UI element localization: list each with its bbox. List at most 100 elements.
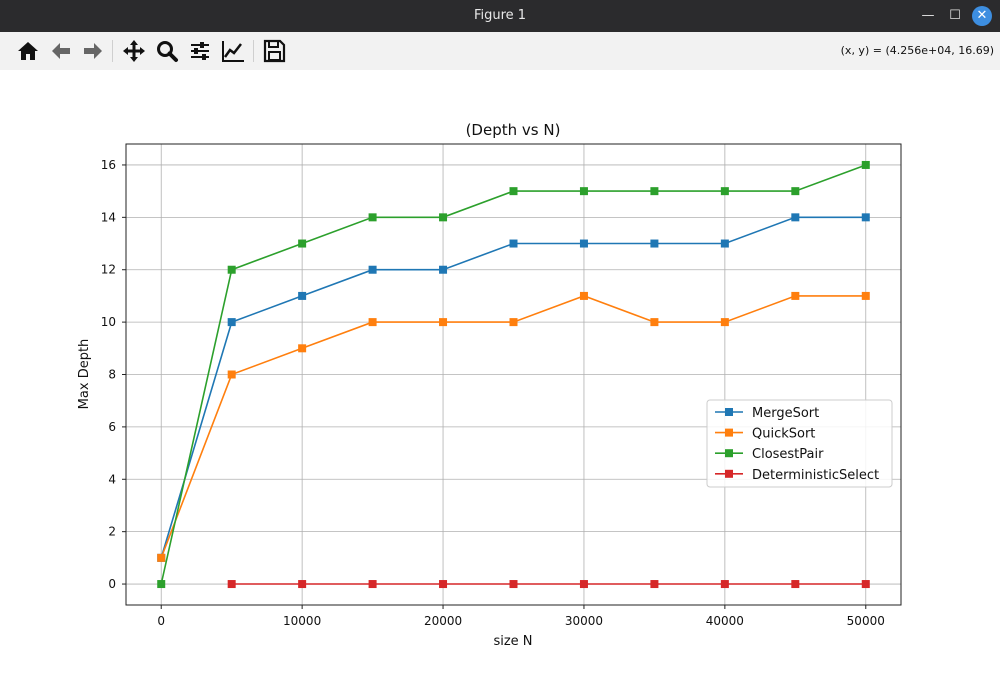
- edit-axes-icon: [222, 41, 244, 62]
- save-button[interactable]: [260, 37, 288, 65]
- data-point-deterministic-select: [509, 580, 518, 589]
- x-tick-label: 10000: [283, 614, 321, 628]
- x-tick-label: 30000: [565, 614, 603, 628]
- y-tick-label: 4: [108, 472, 116, 486]
- y-tick-label: 16: [101, 158, 116, 172]
- legend-label-quick-sort: QuickSort: [752, 427, 815, 442]
- data-point-closest-pair: [439, 213, 448, 222]
- line-chart: 0 10000 20000 30000 40000 50000 0 2 4 6 8 10 12 14 16…: [77, 121, 902, 649]
- data-point-quick-sort: [227, 370, 236, 379]
- legend-label-closest-pair: ClosestPair: [752, 447, 824, 462]
- back-button[interactable]: [47, 37, 75, 65]
- data-point-merge-sort: [650, 239, 659, 248]
- forward-button[interactable]: [79, 37, 107, 65]
- data-point-quick-sort: [298, 344, 307, 353]
- configure-subplots-icon: [191, 42, 209, 60]
- data-point-merge-sort: [861, 213, 870, 222]
- data-point-quick-sort: [439, 318, 448, 327]
- configure-subplots-button[interactable]: [186, 37, 214, 65]
- x-tick-label: 0: [157, 614, 165, 628]
- data-point-deterministic-select: [579, 580, 588, 589]
- close-button[interactable]: ✕: [972, 6, 992, 26]
- y-tick-label: 2: [108, 525, 116, 539]
- x-tick-label: 20000: [424, 614, 462, 628]
- x-axis-label: size N: [493, 634, 532, 649]
- data-point-deterministic-select: [791, 580, 800, 589]
- data-point-merge-sort: [439, 265, 448, 274]
- data-point-deterministic-select: [720, 580, 729, 589]
- minimize-button[interactable]: —: [921, 8, 935, 23]
- navigation-toolbar: (x, y) = (4.256e+04, 16.69): [0, 32, 1000, 71]
- y-tick-label: 0: [108, 577, 116, 591]
- y-tick-label: 6: [108, 420, 116, 434]
- legend-label-merge-sort: MergeSort: [752, 406, 819, 421]
- pan-icon: [123, 40, 145, 62]
- legend-box: [706, 399, 893, 488]
- back-arrow-icon: [52, 43, 70, 59]
- data-point-closest-pair: [861, 160, 870, 169]
- data-point-deterministic-select: [298, 580, 307, 589]
- save-icon: [263, 39, 286, 63]
- data-point-merge-sort: [791, 213, 800, 222]
- series-markers: [157, 160, 870, 589]
- data-point-merge-sort: [368, 265, 377, 274]
- y-tick-label: 14: [101, 210, 116, 224]
- data-point-closest-pair: [791, 187, 800, 196]
- data-point-deterministic-select: [227, 580, 236, 589]
- data-point-deterministic-select: [439, 580, 448, 589]
- data-point-quick-sort: [368, 318, 377, 327]
- x-axis-ticks: 0 10000 20000 30000 40000 50000: [157, 605, 885, 628]
- legend-marker-merge-sort: [725, 408, 733, 416]
- chart-title: (Depth vs N): [466, 121, 561, 139]
- data-point-closest-pair: [650, 187, 659, 196]
- edit-axes-button[interactable]: [219, 37, 247, 65]
- home-button[interactable]: [14, 37, 42, 65]
- zoom-icon: [157, 41, 178, 62]
- legend-marker-quick-sort: [725, 428, 733, 437]
- legend-label-deterministic-select: DeterministicSelect: [752, 468, 879, 483]
- data-point-closest-pair: [368, 213, 377, 222]
- legend-marker-closest-pair: [725, 449, 733, 458]
- toolbar-separator: [253, 40, 254, 62]
- data-point-deterministic-select: [368, 580, 377, 589]
- legend-marker-deterministic-select: [725, 469, 733, 478]
- data-point-closest-pair: [227, 265, 236, 274]
- x-tick-label: 40000: [706, 614, 744, 628]
- data-point-closest-pair: [298, 239, 307, 248]
- data-point-quick-sort: [509, 318, 518, 327]
- data-point-merge-sort: [579, 239, 588, 248]
- pan-button[interactable]: [120, 37, 148, 65]
- data-point-merge-sort: [509, 239, 518, 248]
- data-point-closest-pair: [157, 580, 166, 589]
- data-point-merge-sort: [227, 318, 236, 327]
- home-icon: [18, 42, 38, 60]
- data-point-closest-pair: [720, 187, 729, 196]
- data-point-quick-sort: [861, 291, 870, 300]
- x-tick-label: 50000: [847, 614, 885, 628]
- data-point-deterministic-select: [861, 580, 870, 589]
- data-point-closest-pair: [579, 187, 588, 196]
- y-axis-ticks: 0 2 4 6 8 10 12 14 16: [101, 158, 126, 591]
- grid-lines: [126, 144, 901, 605]
- cursor-coordinates: (x, y) = (4.256e+04, 16.69): [840, 44, 994, 57]
- data-point-quick-sort: [720, 318, 729, 327]
- y-axis-label: Max Depth: [77, 339, 92, 410]
- series-line-merge-sort: [160, 216, 866, 559]
- y-tick-label: 12: [101, 263, 116, 277]
- data-point-quick-sort: [579, 291, 588, 300]
- zoom-button[interactable]: [153, 37, 181, 65]
- figure-canvas[interactable]: 0 10000 20000 30000 40000 50000 0 2 4 6 8 10 12 14 16…: [0, 70, 1000, 671]
- data-point-quick-sort: [157, 553, 166, 562]
- data-point-merge-sort: [720, 239, 729, 248]
- data-point-quick-sort: [791, 291, 800, 300]
- legend: MergeSort QuickSort ClosestPair Determinist…: [706, 399, 893, 488]
- data-point-deterministic-select: [650, 580, 659, 589]
- y-tick-label: 8: [108, 368, 116, 382]
- data-point-merge-sort: [298, 291, 307, 300]
- data-point-closest-pair: [509, 187, 518, 196]
- toolbar-separator: [112, 40, 113, 62]
- y-tick-label: 10: [101, 315, 116, 329]
- maximize-button[interactable]: ☐: [949, 8, 961, 23]
- window-titlebar: Figure 1 — ☐ ✕: [0, 0, 1000, 32]
- window-title: Figure 1: [473, 8, 527, 23]
